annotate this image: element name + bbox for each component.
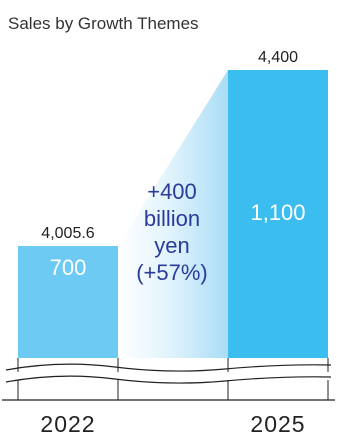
bar-2025 [228, 70, 328, 358]
growth-annotation-line-2: billion [144, 206, 200, 231]
segment-label-2022: 700 [50, 255, 87, 280]
x-tick-label-2022: 2022 [40, 411, 95, 437]
growth-annotation-line-3: yen [154, 233, 189, 258]
total-label-2022: 4,005.6 [41, 225, 94, 242]
axis-break [5, 358, 332, 400]
growth-annotation-line-4: (+57%) [136, 260, 208, 285]
segment-label-2025: 1,100 [250, 200, 305, 225]
total-label-2025: 4,400 [258, 49, 298, 66]
x-tick-label-2025: 2025 [250, 411, 305, 437]
growth-band [118, 70, 228, 358]
chart-title: Sales by Growth Themes [8, 14, 199, 33]
growth-annotation-line-1: +400 [147, 179, 197, 204]
bar-2022 [18, 245, 118, 358]
